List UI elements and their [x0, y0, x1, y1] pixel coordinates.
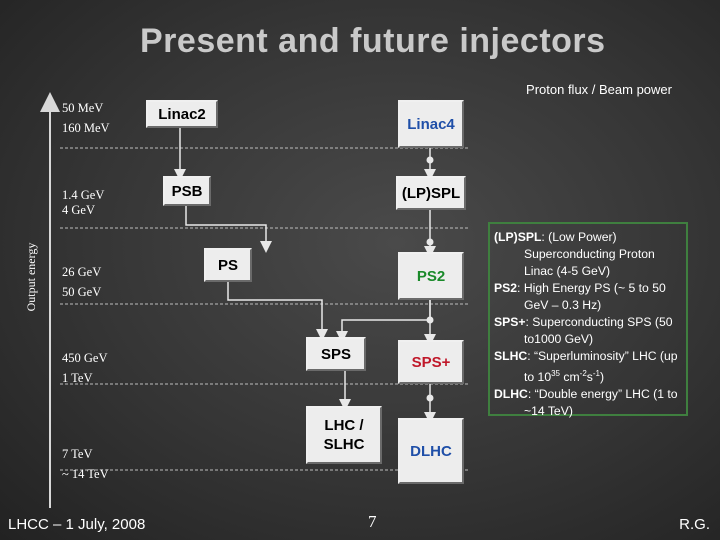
energy-level-4-high: 1 TeV	[62, 371, 93, 385]
linac2-box: Linac2	[146, 100, 218, 128]
node-dot-lpspl	[426, 238, 434, 246]
lpspl-label: (LP)SPL	[401, 184, 461, 202]
energy-level-5-low: 7 TeV	[62, 447, 93, 461]
ps-box: PS	[204, 248, 252, 282]
psb-label: PSB	[171, 182, 203, 200]
link-psb-ps	[185, 205, 272, 253]
spsplus-label: SPS+	[411, 353, 451, 371]
dlhc-label: DLHC	[410, 442, 452, 460]
energy-level-1-high: 160 MeV	[62, 121, 110, 135]
sps-label: SPS	[320, 345, 351, 363]
energy-level-2-high: 4 GeV	[62, 203, 95, 217]
link-ps-sps	[227, 282, 328, 341]
sps-box: SPS	[306, 337, 366, 371]
energy-level-1: 50 MeV 160 MeV	[62, 98, 110, 138]
energy-level-2: 1.4 GeV 4 GeV	[62, 188, 104, 218]
psb-box: PSB	[163, 176, 211, 206]
ps-label: PS	[217, 256, 238, 274]
energy-level-5: 7 TeV ~ 14 TeV	[62, 444, 109, 484]
energy-level-4: 450 GeV 1 TeV	[62, 348, 107, 388]
flux-label: Proton flux / Beam power	[526, 82, 672, 97]
lhc-box: LHC / SLHC	[306, 406, 382, 464]
energy-level-3-high: 50 GeV	[62, 285, 102, 299]
node-dot-ps2	[426, 316, 434, 324]
node-dot-spsplus	[426, 394, 434, 402]
footer-date: LHCC – 1 July, 2008	[8, 516, 146, 533]
lhc-label-line1: LHC /	[324, 417, 364, 434]
node-dot-linac4	[426, 156, 434, 164]
energy-level-4-low: 450 GeV	[62, 351, 108, 365]
energy-level-3: 26 GeV 50 GeV	[62, 262, 101, 302]
energy-level-5-high: ~ 14 TeV	[62, 467, 109, 481]
ps2-box: PS2	[398, 252, 464, 300]
axis-label: Output energy	[24, 242, 38, 312]
linac4-box: Linac4	[398, 100, 464, 148]
dlhc-box: DLHC	[398, 418, 464, 484]
spsplus-box: SPS+	[398, 340, 464, 384]
lpspl-box: (LP)SPL	[396, 176, 466, 210]
legend-item-ps2: PS2: High Energy PS (~ 5 to 50 GeV – 0.3…	[494, 281, 666, 312]
lhc-label-line2: SLHC	[323, 436, 365, 453]
legend-item-spsplus: SPS+: Superconducting SPS (50 to1000 GeV…	[494, 315, 673, 346]
legend-item-slhc: SLHC: “Superluminosity” LHC (up to 1035 …	[494, 349, 678, 385]
link-ps2-sps	[336, 300, 431, 343]
legend-item-lpspl: (LP)SPL: (Low Power) Superconducting Pro…	[494, 230, 655, 278]
legend-item-dlhc: DLHC: “Double energy” LHC (1 to ~14 TeV)	[494, 387, 678, 419]
slide-title: Present and future injectors	[140, 22, 606, 60]
linac2-label: Linac2	[158, 105, 206, 123]
energy-level-3-low: 26 GeV	[62, 265, 102, 279]
acronym-legend: (LP)SPL: (Low Power) Superconducting Pro…	[488, 222, 688, 418]
energy-level-2-low: 1.4 GeV	[62, 188, 105, 202]
ps2-label: PS2	[416, 267, 446, 285]
page-number: 7	[368, 512, 377, 531]
footer-author: R.G.	[679, 516, 710, 533]
energy-level-1-low: 50 MeV	[62, 101, 104, 115]
linac4-label: Linac4	[407, 115, 455, 133]
